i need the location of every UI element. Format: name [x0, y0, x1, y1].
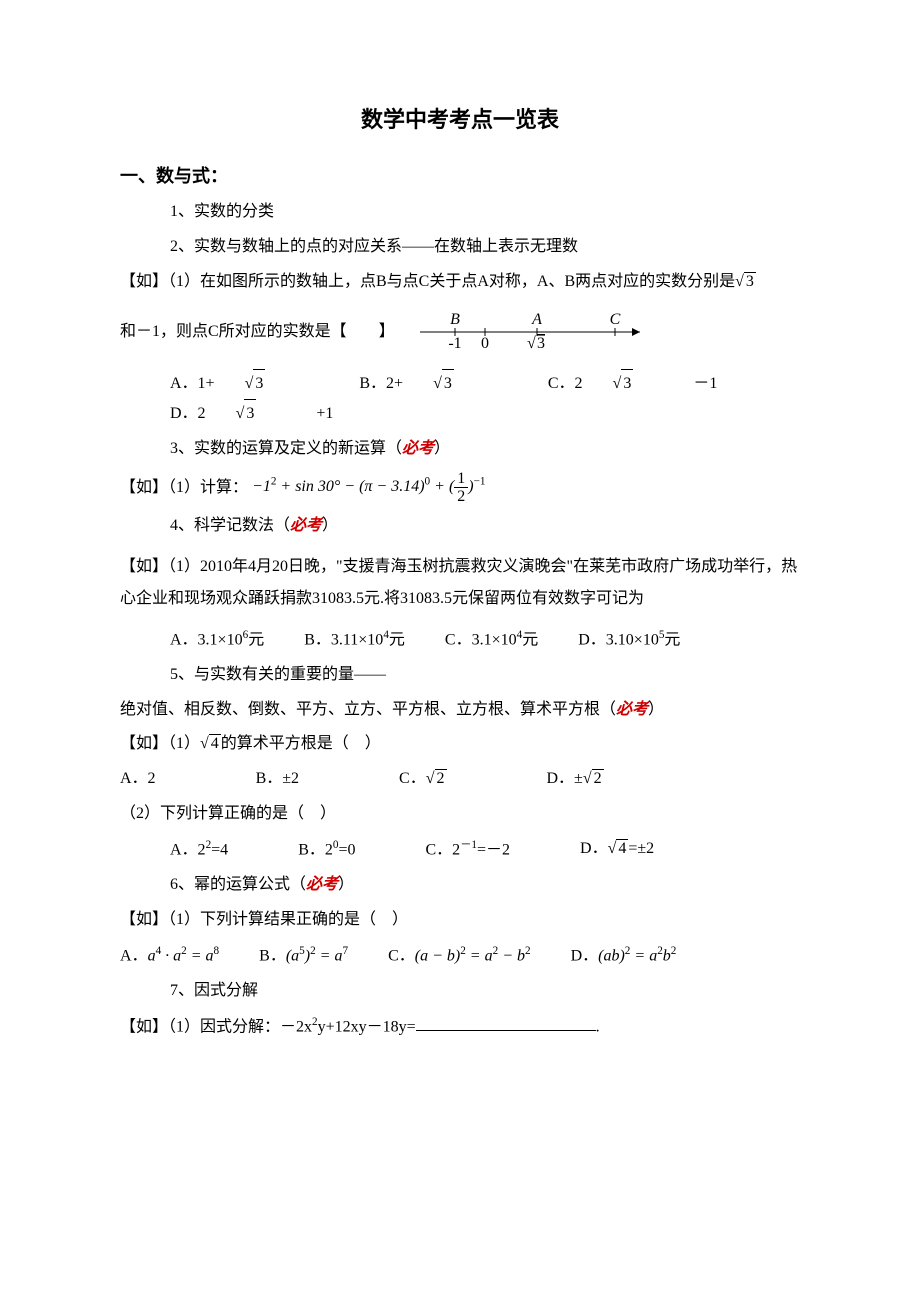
item-5: 5、与实数有关的重要的量—— — [120, 661, 800, 690]
blank-underline — [416, 1014, 596, 1031]
q6-opt-d: D．(ab)2 = a2b2 — [571, 941, 677, 971]
svg-text:C: C — [609, 311, 620, 328]
item-4: 4、科学记数法（必考） — [120, 512, 800, 541]
svg-text:3: 3 — [537, 335, 545, 352]
sqrt4-glyph: 4 — [200, 730, 221, 759]
q1-options: A．1+3 B．2+3 C．23－1 D．23+1 — [120, 369, 800, 429]
q4-opt-b: B．±2 — [256, 765, 299, 794]
item5-b: 必考 — [616, 701, 648, 718]
item-1: 1、实数的分类 — [120, 198, 800, 227]
q3-opt-b: B．3.11×104元 — [304, 625, 405, 655]
q4-opt-d: D．±2 — [547, 765, 604, 794]
q1-text-a: 【如】（1）在如图所示的数轴上，点B与点C关于点A对称，A、B两点对应的实数分别… — [120, 273, 735, 290]
item-5-detail: 绝对值、相反数、倒数、平方、立方、平方根、立方根、算术平方根（必考） — [120, 696, 800, 725]
q5-prompt: （2）下列计算正确的是（ ） — [120, 800, 800, 829]
q2-prompt: 【如】（1）计算： — [120, 478, 248, 495]
q2-formula: −12 + sin 30° − (π − 3.14)0 + (12)−1 — [252, 478, 485, 495]
q6-opt-a: A．a4 · a2 = a8 — [120, 941, 219, 971]
q1-opt-d: D．23+1 — [170, 399, 363, 429]
item6-a: 6、幂的运算公式（ — [170, 876, 306, 893]
q6-opt-b: B．(a5)2 = a7 — [259, 941, 348, 971]
q1-prompt-line-a: 【如】（1）在如图所示的数轴上，点B与点C关于点A对称，A、B两点对应的实数分别… — [120, 268, 800, 297]
item6-b: 必考 — [306, 876, 338, 893]
item3-c: ） — [434, 440, 450, 457]
number-line-svg: B -1 0 A √ 3 C — [415, 302, 655, 352]
svg-text:√: √ — [527, 335, 536, 352]
q3-opt-d: D．3.10×105元 — [578, 625, 680, 655]
q1-line-b: 和－1，则点C所对应的实数是【 】 B -1 0 A √ 3 C — [120, 302, 800, 363]
q4-options: A．2 B．±2 C．2 D．±2 — [120, 765, 800, 794]
item-2: 2、实数与数轴上的点的对应关系——在数轴上表示无理数 — [120, 233, 800, 262]
item-7: 7、因式分解 — [120, 977, 800, 1006]
q3-opt-a: A．3.1×106元 — [170, 625, 264, 655]
sqrt3-glyph: 3 — [735, 268, 756, 297]
q5-opt-c: C．2－1=－2 — [426, 835, 511, 865]
q5-opt-a: A．22=4 — [170, 835, 228, 865]
item3-a: 3、实数的运算及定义的新运算（ — [170, 440, 402, 457]
q5-options: A．22=4 B．20=0 C．2－1=－2 D．4=±2 — [120, 835, 800, 865]
item4-b: 必考 — [290, 517, 322, 534]
q1-opt-a: A．1+3 — [170, 369, 325, 399]
svg-text:-1: -1 — [448, 335, 461, 352]
q4-a: 【如】（1） — [120, 735, 200, 752]
q6-prompt: 【如】（1）下列计算结果正确的是（ ） — [120, 906, 800, 935]
number-line: B -1 0 A √ 3 C — [415, 302, 655, 363]
q2: 【如】（1）计算： −12 + sin 30° − (π − 3.14)0 + … — [120, 470, 800, 506]
q5-opt-d: D．4=±2 — [580, 835, 654, 865]
q6-opt-c: C．(a − b)2 = a2 − b2 — [388, 941, 531, 971]
item-3: 3、实数的运算及定义的新运算（必考） — [120, 435, 800, 464]
q3-opt-c: C．3.1×104元 — [445, 625, 538, 655]
item-6: 6、幂的运算公式（必考） — [120, 871, 800, 900]
q4-opt-c: C．2 — [399, 765, 446, 794]
q7-a: 【如】（1）因式分解：－2x — [120, 1018, 312, 1035]
item3-b: 必考 — [402, 440, 434, 457]
svg-text:B: B — [450, 311, 460, 328]
q1-text-b: 和－1，则点C所对应的实数是【 】 — [120, 318, 395, 347]
q7-mid: y+12xy－18y= — [318, 1018, 416, 1035]
q4-opt-a: A．2 — [120, 765, 156, 794]
q3-prompt: 【如】（1）2010年4月20日晚，"支援青海玉树抗震救灾义演晚会"在莱芜市政府… — [120, 551, 800, 615]
item5-c: ） — [648, 701, 664, 718]
q3-options: A．3.1×106元 B．3.11×104元 C．3.1×104元 D．3.10… — [120, 625, 800, 655]
q6-options: A．a4 · a2 = a8 B．(a5)2 = a7 C．(a − b)2 =… — [120, 941, 800, 971]
page-title: 数学中考考点一览表 — [120, 100, 800, 140]
q7-tail: . — [596, 1018, 600, 1035]
q1-opt-c: C．23－1 — [548, 369, 747, 399]
q1-opt-b: B．2+3 — [359, 369, 513, 399]
q4-b: 的算术平方根是（ ） — [221, 735, 381, 752]
svg-text:A: A — [531, 311, 542, 328]
item5-a: 绝对值、相反数、倒数、平方、立方、平方根、立方根、算术平方根（ — [120, 701, 616, 718]
q7: 【如】（1）因式分解：－2x2y+12xy－18y=. — [120, 1012, 800, 1042]
item4-c: ） — [322, 517, 338, 534]
svg-text:0: 0 — [481, 335, 489, 352]
section-1-heading: 一、数与式： — [120, 160, 800, 192]
q5-opt-b: B．20=0 — [298, 835, 355, 865]
item4-a: 4、科学记数法（ — [170, 517, 290, 534]
q4-prompt: 【如】（1）4的算术平方根是（ ） — [120, 730, 800, 759]
item6-c: ） — [338, 876, 354, 893]
